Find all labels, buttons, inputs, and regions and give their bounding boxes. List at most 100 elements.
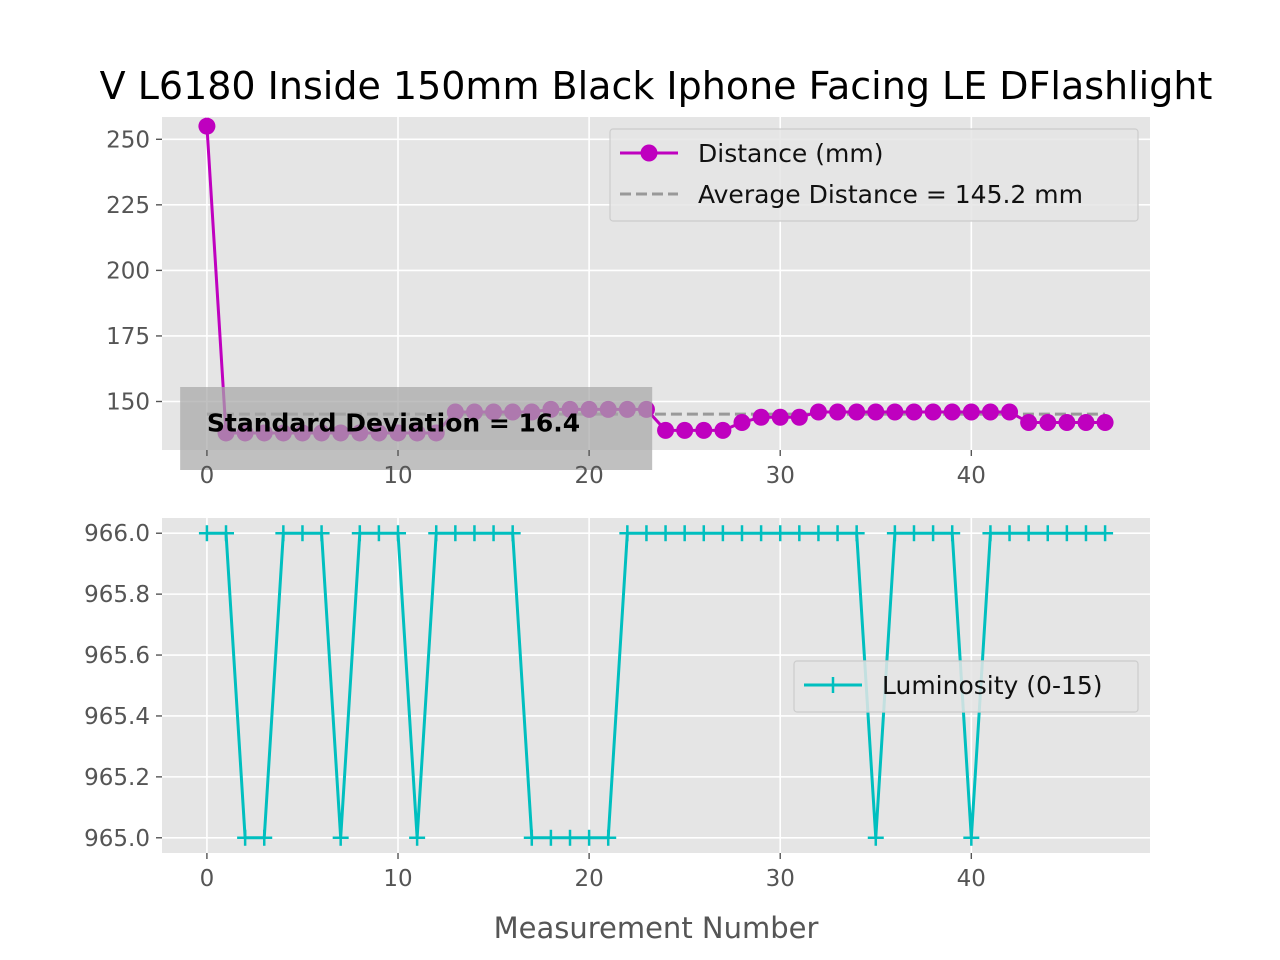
luminosity-series: [198, 525, 1114, 846]
luminosity-point: [963, 829, 980, 846]
luminosity-point: [600, 829, 617, 846]
luminosity-point: [1097, 525, 1114, 542]
luminosity-point: [409, 829, 426, 846]
luminosity-point: [542, 829, 559, 846]
distance-tick-labels: 0 10 20 30 40 150 175 200 225 250: [106, 127, 986, 489]
distance-point: [943, 403, 961, 421]
distance-point: [771, 408, 789, 426]
luminosity-point: [714, 525, 731, 542]
legend-distance-marker: [640, 144, 658, 162]
x-tick-label: 10: [383, 866, 412, 892]
luminosity-point: [428, 525, 445, 542]
luminosity-point: [829, 525, 846, 542]
y-tick-label: 965.8: [84, 582, 150, 608]
distance-point: [1077, 413, 1095, 431]
luminosity-point: [772, 525, 789, 542]
y-tick-label: 965.2: [84, 765, 150, 791]
luminosity-point: [237, 829, 254, 846]
x-tick-label: 40: [957, 866, 986, 892]
luminosity-point: [791, 525, 808, 542]
distance-point: [714, 421, 732, 439]
luminosity-point: [1020, 525, 1037, 542]
luminosity-point: [504, 525, 521, 542]
luminosity-point: [332, 829, 349, 846]
luminosity-point: [619, 525, 636, 542]
distance-point: [886, 403, 904, 421]
luminosity-point: [733, 525, 750, 542]
luminosity-point: [1058, 525, 1075, 542]
x-tick-label: 0: [200, 866, 215, 892]
y-tick-label: 150: [106, 389, 150, 415]
legend-frame: [609, 128, 1139, 222]
distance-point: [752, 408, 770, 426]
chart-title: V L6180 Inside 150mm Black Iphone Facing…: [100, 64, 1213, 108]
y-tick-label: 965.4: [84, 704, 150, 730]
luminosity-point: [753, 525, 770, 542]
distance-point: [1039, 413, 1057, 431]
legend-distance-label: Distance (mm): [698, 139, 883, 168]
luminosity-point: [313, 525, 330, 542]
x-tick-label: 30: [766, 463, 795, 489]
luminosity-line: [206, 531, 1106, 840]
luminosity-point: [810, 525, 827, 542]
distance-legend: Distance (mm) Average Distance = 145.2 mm: [609, 128, 1139, 222]
distance-point: [1096, 413, 1114, 431]
luminosity-point: [485, 525, 502, 542]
luminosity-point: [351, 525, 368, 542]
luminosity-panel: 0 10 20 30 40965.0965.2965.4965.6965.8966.0 …: [84, 518, 1150, 892]
distance-point: [981, 403, 999, 421]
luminosity-point: [657, 525, 674, 542]
luminosity-point: [523, 829, 540, 846]
luminosity-point: [390, 525, 407, 542]
distance-point: [905, 403, 923, 421]
distance-point: [695, 421, 713, 439]
distance-point: [657, 421, 675, 439]
distance-point: [198, 117, 216, 135]
x-tick-label: 40: [957, 463, 986, 489]
luminosity-point: [294, 525, 311, 542]
x-tick-label: 20: [574, 463, 603, 489]
y-tick-label: 250: [106, 127, 150, 153]
distance-point: [848, 403, 866, 421]
x-tick-label: 10: [383, 463, 412, 489]
x-axis-label: Measurement Number: [494, 911, 819, 945]
luminosity-point: [198, 525, 215, 542]
distance-point: [1001, 403, 1019, 421]
x-tick-label: 30: [766, 866, 795, 892]
y-tick-label: 225: [106, 193, 150, 219]
luminosity-point: [905, 525, 922, 542]
luminosity-point: [581, 829, 598, 846]
luminosity-point: [256, 829, 273, 846]
distance-point: [809, 403, 827, 421]
distance-point: [924, 403, 942, 421]
y-tick-label: 965.0: [84, 826, 150, 852]
legend-average-label: Average Distance = 145.2 mm: [698, 180, 1083, 209]
luminosity-point: [982, 525, 999, 542]
distance-point: [1020, 413, 1038, 431]
annotation-text: Standard Deviation = 16.4: [207, 409, 580, 438]
luminosity-point: [466, 525, 483, 542]
std-dev-annotation: Standard Deviation = 16.4: [180, 387, 653, 470]
x-tick-label: 20: [574, 866, 603, 892]
luminosity-point: [944, 525, 961, 542]
distance-point: [829, 403, 847, 421]
luminosity-point: [370, 525, 387, 542]
distance-point: [867, 403, 885, 421]
distance-panel: Standard Deviation = 16.4 0 10 20 30 40 150 17…: [106, 117, 1150, 489]
y-tick-label: 966.0: [84, 521, 150, 547]
y-tick-label: 200: [106, 258, 150, 284]
distance-point: [790, 408, 808, 426]
luminosity-point: [848, 525, 865, 542]
luminosity-point: [1001, 525, 1018, 542]
distance-point: [962, 403, 980, 421]
luminosity-point: [562, 829, 579, 846]
luminosity-point: [638, 525, 655, 542]
luminosity-point: [1039, 525, 1056, 542]
y-tick-label: 965.6: [84, 643, 150, 669]
luminosity-point: [867, 829, 884, 846]
x-tick-label: 0: [200, 463, 215, 489]
luminosity-point: [275, 525, 292, 542]
luminosity-point: [1077, 525, 1094, 542]
luminosity-point: [886, 525, 903, 542]
